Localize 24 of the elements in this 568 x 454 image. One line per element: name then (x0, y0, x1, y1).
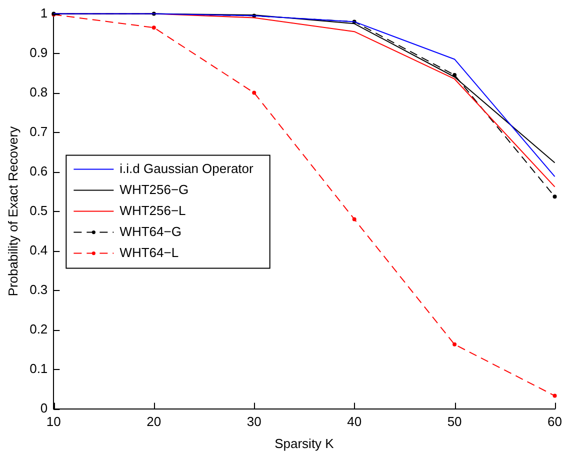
y-tick-label: 0.5 (30, 202, 48, 218)
y-tick-label: 0.8 (30, 84, 48, 100)
y-tick-label: 1 (40, 5, 48, 20)
x-axis-title: Sparsity K (274, 436, 334, 451)
y-tick-label: 0.4 (30, 242, 48, 258)
legend-label: i.i.d Gaussian Operator (120, 160, 254, 176)
legend-label: WHT64−L (120, 244, 179, 260)
y-tick-label: 0.3 (30, 282, 48, 297)
y-tick-label: 0 (40, 400, 48, 416)
x-tick-label: 10 (46, 414, 61, 430)
legend-label: WHT64−G (120, 224, 182, 239)
y-axis-title: Probability of Exact Recovery (5, 126, 20, 296)
x-tick-label: 30 (246, 414, 262, 430)
legend-label: WHT256−G (120, 182, 189, 197)
x-tick-label: 50 (447, 414, 462, 430)
x-tick-label: 20 (146, 414, 162, 430)
legend-label: WHT256−L (120, 202, 186, 218)
y-tick-label: 0.7 (30, 124, 48, 139)
x-tick-label: 40 (347, 414, 362, 430)
y-tick-label: 0.1 (30, 360, 48, 376)
y-tick-label: 0.2 (30, 321, 48, 336)
x-tick-label: 60 (548, 414, 562, 430)
y-tick-label: 0.9 (30, 44, 48, 60)
y-tick-label: 0.6 (30, 163, 48, 178)
